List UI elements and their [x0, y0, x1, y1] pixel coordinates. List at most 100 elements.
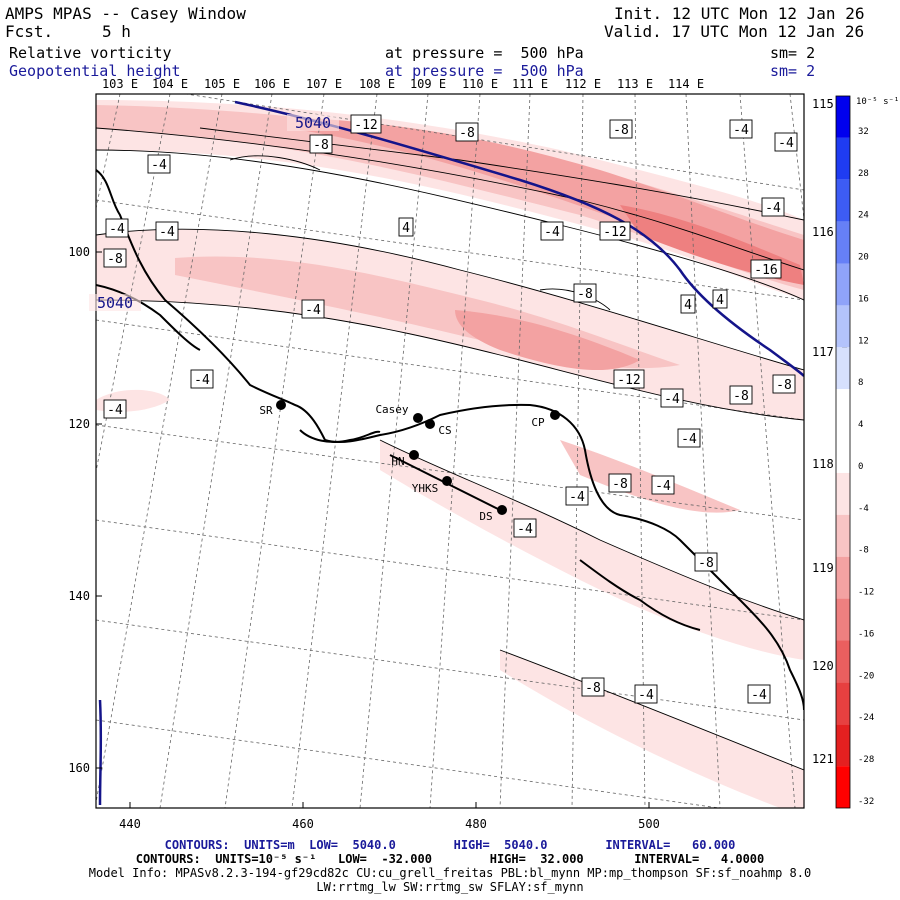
- latitude-label-bg: [808, 659, 844, 673]
- meridian-line: [96, 94, 223, 805]
- vorticity-contour-label: -4: [159, 225, 175, 240]
- vorticity-contour-label: -8: [459, 126, 475, 141]
- vorticity-contour-label: -4: [569, 490, 585, 505]
- longitude-label: 114 E: [668, 77, 704, 91]
- latitude-label-bg: [808, 457, 844, 471]
- vorticity-contour-label: 4: [716, 293, 724, 308]
- field1-name: Relative vorticity: [9, 44, 172, 62]
- colorbar-label: -32: [858, 797, 874, 807]
- colorbar-swatch: [836, 472, 850, 515]
- shade-band-far-south: [500, 650, 804, 808]
- vorticity-label-box: [774, 132, 798, 152]
- geopotential-contours: [98, 100, 804, 806]
- colorbar-swatch: [836, 724, 850, 767]
- station-label: CS: [438, 424, 451, 437]
- vorticity-label-box: [761, 197, 785, 217]
- field1-pressure: at pressure = 500 hPa: [385, 44, 584, 62]
- parallel-line: [96, 719, 722, 808]
- vorticity-label-box: [301, 299, 325, 319]
- vorticity-contour-label: -4: [664, 392, 680, 407]
- contour-line: [96, 127, 804, 271]
- colorbar-label: -28: [858, 755, 874, 765]
- init-time: Init. 12 UTC Mon 12 Jan 26: [614, 4, 865, 23]
- vorticity-label-box: [103, 399, 127, 419]
- longitude-label: 113 E: [617, 77, 653, 91]
- shade-band-mid-core: [455, 310, 640, 371]
- meridian-line: [499, 94, 531, 808]
- height-5040-line: [234, 100, 804, 377]
- vorticity-shading: [96, 100, 804, 808]
- contour-line: [96, 228, 804, 371]
- colorbar: 10⁻⁵ s⁻¹ 32 28 24 20 16 12 8 4 0 -4 -8 -12 -16 -20 -24 -…: [835, 95, 899, 809]
- vorticity-contour-label: -4: [751, 688, 767, 703]
- vorticity-contour-label: -4: [194, 373, 210, 388]
- station-label: HN: [391, 455, 404, 468]
- colorbar-label: 16: [858, 294, 869, 304]
- vorticity-contour-label: -4: [517, 522, 533, 537]
- plot-frame: [95, 93, 805, 809]
- vorticity-contour-label: -8: [585, 681, 601, 696]
- vorticity-contour-label: -4: [655, 479, 671, 494]
- height-5040-line: [98, 699, 103, 806]
- map-title: AMPS MPAS -- Casey Window: [5, 4, 246, 23]
- vorticity-contour-label: -4: [151, 158, 167, 173]
- parallel-line: [96, 424, 804, 521]
- colorbar-swatch: [836, 179, 850, 222]
- longitude-label: 108 E: [359, 77, 395, 91]
- y-tick-label: 140: [68, 589, 90, 603]
- colorbar-label: 20: [858, 253, 869, 263]
- vorticity-contour-label: -8: [107, 252, 123, 267]
- top-longitude-labels: 103 E 104 E 105 E 106 E 107 E 108 E 109 E 110 E…: [102, 77, 704, 91]
- station-marker: [442, 476, 452, 486]
- vorticity-label-box: [729, 385, 753, 405]
- vorticity-contour-label: -8: [698, 556, 714, 571]
- vorticity-label-box: [599, 221, 631, 241]
- forecast-label: Fcst.: [5, 22, 54, 41]
- vorticity-label-box: [581, 677, 605, 697]
- meridian-line: [159, 94, 273, 808]
- vorticity-contour-label: -12: [617, 373, 640, 388]
- station-marker: [550, 410, 560, 420]
- contour-labels: 5040 -12 -8 -8 -4 -8 -4 -4 -4 -4 4 -4 -12 -4 -8 -16 -4 -8…: [89, 114, 798, 704]
- vorticity-label-box: [729, 119, 753, 139]
- colorbar-swatch: [836, 305, 850, 348]
- colorbar-swatch: [836, 640, 850, 683]
- vorticity-contour-label: -12: [354, 118, 377, 133]
- parallel-line: [96, 619, 804, 721]
- coastline-path: [96, 169, 804, 711]
- colorbar-swatch: [836, 556, 850, 599]
- vorticity-contour-label: -12: [603, 225, 626, 240]
- colorbar-swatch: [836, 389, 850, 432]
- height-contour-label: 5040: [97, 294, 133, 312]
- x-tick-label: 480: [465, 817, 487, 831]
- station-label: SR: [259, 404, 273, 417]
- station-marker: [409, 450, 419, 460]
- stations: SR Casey CS CP HN YHKS DS: [259, 400, 560, 523]
- colorbar-swatch: [836, 96, 850, 138]
- vorticity-contour-label: 4: [684, 298, 692, 313]
- graticule: [96, 94, 804, 808]
- model-info-radiation: LW:rrtmg_lw SW:rrtmg_sw SFLAY:sf_mynn: [316, 880, 584, 894]
- colorbar-label: 32: [858, 127, 869, 137]
- vorticity-label-box: [513, 518, 537, 538]
- longitude-label: 109 E: [410, 77, 446, 91]
- shade-band-north: [96, 100, 804, 300]
- colorbar-swatch: [836, 137, 850, 180]
- coastline-path: [96, 284, 201, 351]
- meridian-line: [571, 94, 584, 808]
- vorticity-label-box: [350, 114, 382, 134]
- vorticity-contour-label: -8: [313, 138, 329, 153]
- vorticity-contour-label: -8: [577, 287, 593, 302]
- y-tick-label: 120: [68, 417, 90, 431]
- contour-line: [96, 299, 804, 421]
- height-label-bg: [287, 114, 339, 131]
- vorticity-label-box: [747, 684, 771, 704]
- vorticity-contour-label: -4: [765, 201, 781, 216]
- vorticity-label-box: [309, 134, 333, 154]
- meridian-line: [685, 94, 721, 808]
- coastline: [96, 169, 804, 711]
- colorbar-label: 8: [858, 378, 863, 388]
- meridian-line: [291, 94, 378, 808]
